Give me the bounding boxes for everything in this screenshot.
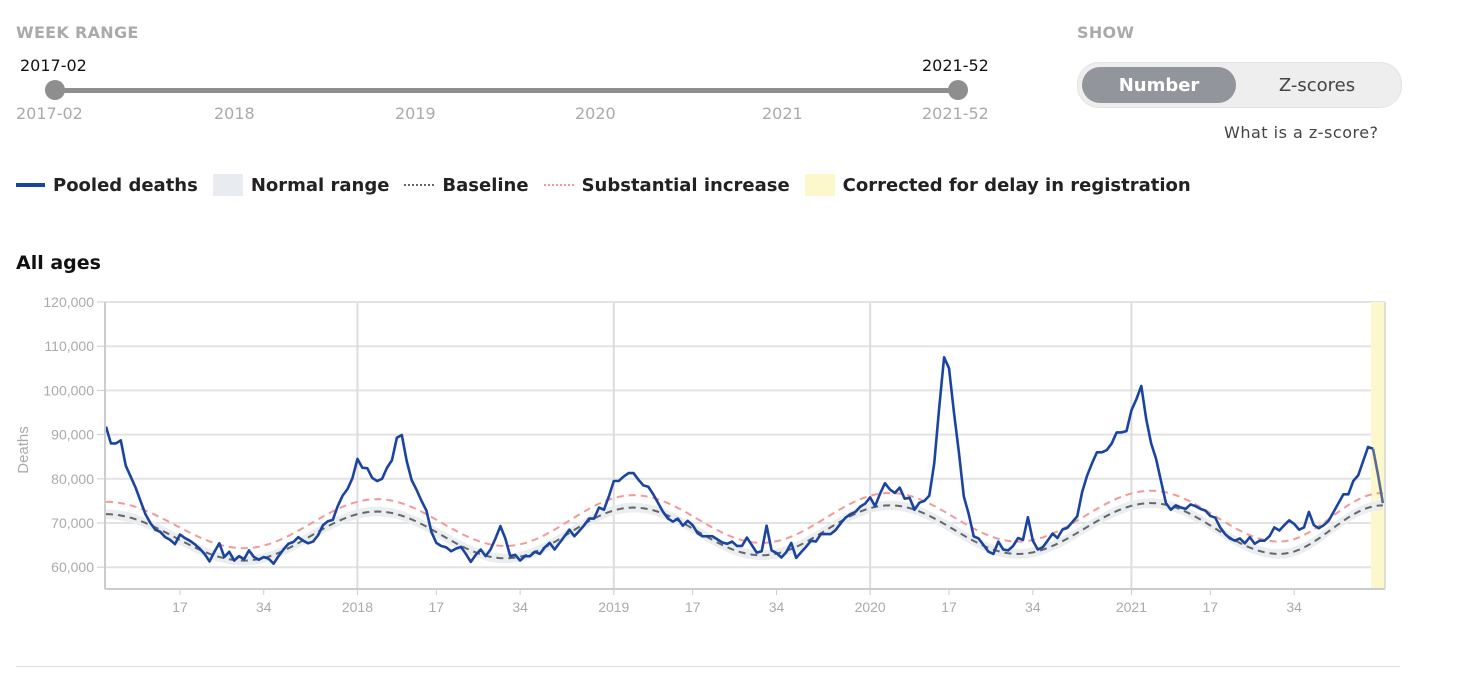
z-scores-option[interactable]: Z-scores bbox=[1278, 74, 1356, 96]
x-tick-label: 17 bbox=[685, 599, 701, 615]
corrected-region bbox=[1371, 302, 1385, 589]
x-tick-label: 17 bbox=[172, 599, 188, 615]
pooled-deaths-swatch bbox=[16, 183, 45, 187]
y-tick-label: 110,000 bbox=[44, 338, 94, 354]
y-tick-label: 60,000 bbox=[51, 559, 94, 575]
week-range-end-handle[interactable] bbox=[948, 80, 968, 100]
slider-tick: 2021 bbox=[762, 104, 803, 123]
corrected-swatch bbox=[804, 174, 835, 196]
x-tick-label: 34 bbox=[769, 599, 785, 615]
slider-tick: 2019 bbox=[395, 104, 436, 123]
normal-range-swatch bbox=[212, 174, 243, 196]
legend-label: Substantial increase bbox=[581, 174, 790, 196]
week-range-slider-track[interactable] bbox=[55, 88, 958, 93]
y-tick-label: 80,000 bbox=[51, 471, 94, 487]
legend-corrected: Corrected for delay in registration bbox=[804, 174, 1191, 196]
x-tick-label: 34 bbox=[512, 599, 528, 615]
x-tick-label: 2021 bbox=[1116, 599, 1147, 615]
slider-tick: 2021-52 bbox=[922, 104, 989, 123]
week-range-end-value: 2021-52 bbox=[922, 56, 989, 75]
legend-baseline: Baseline bbox=[404, 174, 529, 196]
slider-tick: 2018 bbox=[214, 104, 255, 123]
slider-tick: 2020 bbox=[575, 104, 616, 123]
x-tick-label: 2020 bbox=[855, 599, 886, 615]
number-option[interactable]: Number bbox=[1082, 67, 1236, 103]
y-tick-label: 90,000 bbox=[51, 427, 94, 443]
panel-title: All ages bbox=[16, 252, 101, 274]
deaths-chart: Deaths 60,000 70,000 80,000 90,000 100,000 11… bbox=[15, 294, 1386, 615]
legend-label: Normal range bbox=[250, 174, 390, 196]
show-label: SHOW bbox=[1077, 23, 1135, 42]
y-tick-label: 100,000 bbox=[43, 382, 94, 398]
legend-substantial-increase: Substantial increase bbox=[543, 174, 790, 196]
y-axis-label: Deaths bbox=[15, 426, 32, 474]
legend: Pooled deaths Normal range Baseline Subs… bbox=[16, 174, 1206, 196]
x-tick-label: 2019 bbox=[598, 599, 629, 615]
divider bbox=[16, 666, 1400, 667]
z-score-help-link[interactable]: What is a z-score? bbox=[1224, 123, 1379, 142]
legend-pooled-deaths: Pooled deaths bbox=[16, 175, 198, 196]
baseline-swatch bbox=[404, 184, 435, 186]
x-tick-label: 17 bbox=[1203, 599, 1219, 615]
y-tick-label: 120,000 bbox=[43, 294, 94, 310]
week-range-start-value: 2017-02 bbox=[20, 56, 87, 75]
legend-label: Pooled deaths bbox=[53, 174, 198, 196]
show-toggle: Number Z-scores bbox=[1077, 62, 1402, 108]
legend-label: Baseline bbox=[442, 174, 529, 196]
y-tick-label: 70,000 bbox=[51, 515, 94, 531]
x-tick-label: 34 bbox=[256, 599, 272, 615]
week-range-start-handle[interactable] bbox=[45, 80, 65, 100]
week-range-label: WEEK RANGE bbox=[16, 23, 139, 42]
legend-normal-range: Normal range bbox=[212, 174, 390, 196]
x-tick-label: 17 bbox=[941, 599, 957, 615]
pooled-deaths-line bbox=[104, 355, 1374, 565]
x-tick-label: 34 bbox=[1286, 599, 1302, 615]
legend-label: Corrected for delay in registration bbox=[842, 174, 1191, 196]
normal-range-band bbox=[106, 498, 1383, 566]
x-tick-label: 34 bbox=[1025, 599, 1041, 615]
substantial-increase-swatch bbox=[543, 184, 574, 186]
x-tick-label: 17 bbox=[429, 599, 445, 615]
slider-tick: 2017-02 bbox=[16, 104, 83, 123]
x-tick-label: 2018 bbox=[342, 599, 373, 615]
